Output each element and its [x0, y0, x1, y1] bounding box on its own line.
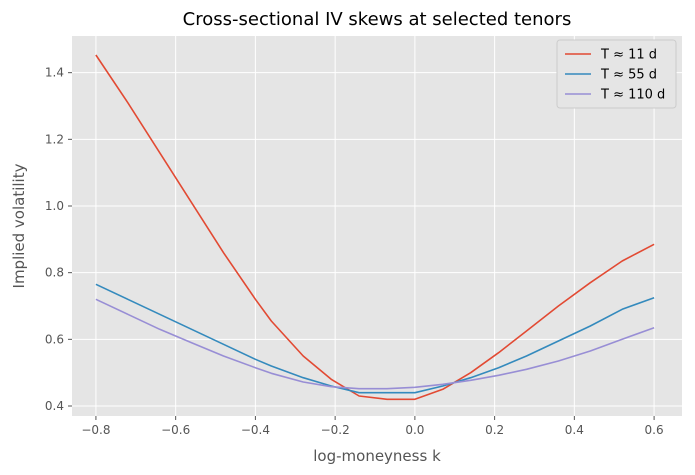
legend-label-1: T ≈ 11 d [600, 48, 657, 63]
x-axis-ticks: −0.8 −0.6 −0.4 −0.2 0.0 0.2 0.4 0.6 [81, 416, 664, 437]
y-tick-label: 1.0 [45, 199, 64, 213]
x-tick-label: −0.2 [321, 423, 350, 437]
y-tick-label: 1.2 [45, 132, 64, 146]
y-tick-label: 0.8 [45, 266, 64, 280]
series-line-3 [95, 298, 655, 390]
x-tick-label: 0.2 [485, 423, 504, 437]
y-tick-label: 0.6 [45, 332, 64, 346]
legend-label-3: T ≈ 110 d [600, 88, 665, 103]
x-tick-label: −0.6 [161, 423, 190, 437]
series-layer [95, 54, 655, 401]
y-tick-label: 0.4 [45, 399, 64, 413]
x-tick-label: 0.6 [645, 423, 664, 437]
y-axis-ticks: 0.4 0.6 0.8 1.0 1.2 1.4 [45, 66, 72, 413]
x-tick-label: 0.0 [405, 423, 424, 437]
series-line-2 [95, 283, 655, 394]
chart-title: Cross-sectional IV skews at selected ten… [183, 9, 572, 30]
series-line-1 [95, 54, 655, 401]
x-tick-label: −0.4 [241, 423, 270, 437]
x-tick-label: 0.4 [565, 423, 584, 437]
legend-box [556, 39, 677, 109]
y-tick-label: 1.4 [45, 66, 64, 80]
x-tick-label: −0.8 [81, 423, 110, 437]
x-axis-label: log-moneyness k [313, 447, 441, 465]
legend-label-2: T ≈ 55 d [600, 68, 657, 83]
legend: T ≈ 11 d T ≈ 55 d T ≈ 110 d [556, 39, 677, 109]
y-axis-label: Implied volatility [10, 163, 28, 288]
